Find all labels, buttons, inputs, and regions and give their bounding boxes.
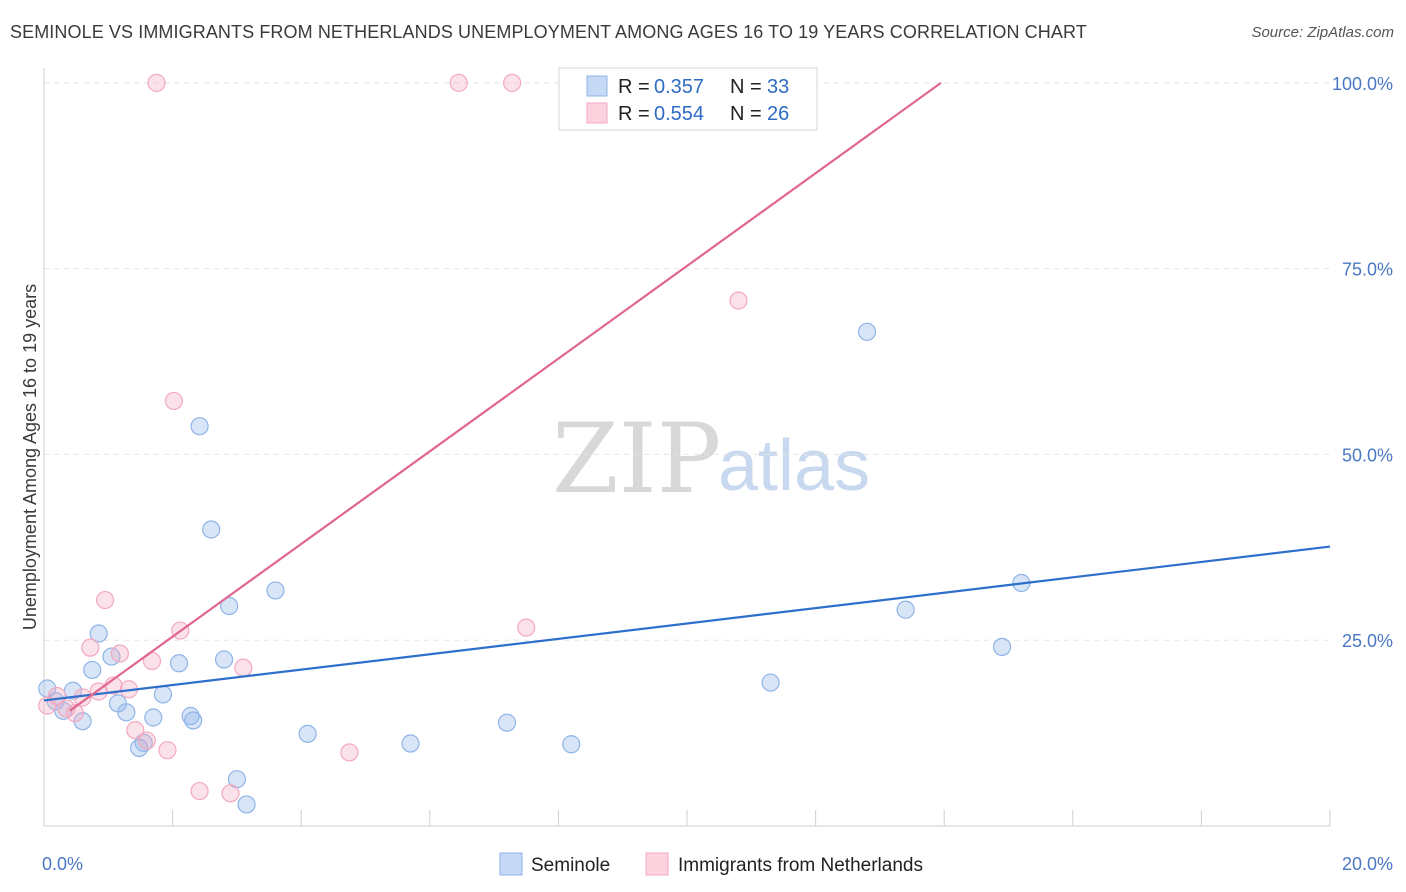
- point-netherlands: [126, 721, 145, 740]
- x-ticks: [172, 810, 1331, 826]
- point-seminole: [857, 322, 877, 341]
- chart-source: Source: ZipAtlas.com: [1251, 24, 1394, 41]
- point-seminole: [497, 713, 517, 732]
- bottom-legend-label-seminole: Seminole: [531, 855, 610, 876]
- y-tick-labels: 25.0% 50.0% 75.0% 100.0%: [1332, 74, 1393, 651]
- y-tick-label-100: 100.0%: [1332, 74, 1393, 94]
- legend-r-label-seminole: R =: [618, 76, 650, 98]
- point-netherlands: [221, 784, 240, 803]
- point-netherlands: [38, 696, 57, 715]
- grid: [44, 82, 1330, 641]
- point-seminole: [266, 581, 285, 600]
- point-seminole: [89, 624, 108, 643]
- legend-swatch-seminole: [586, 75, 608, 97]
- point-netherlands: [449, 73, 468, 92]
- watermark-zip: ZIP: [552, 403, 721, 515]
- point-netherlands: [517, 618, 536, 637]
- point-seminole: [63, 681, 83, 700]
- point-seminole: [761, 673, 780, 692]
- legend-swatch-netherlands: [586, 102, 608, 124]
- legend-r-value-netherlands: 0.554: [654, 103, 704, 125]
- chart-title: SEMINOLE VS IMMIGRANTS FROM NETHERLANDS …: [10, 22, 1087, 42]
- point-seminole: [214, 650, 234, 669]
- x-tick-label-max: 20.0%: [1342, 854, 1393, 874]
- legend-box: R = 0.357 N = 33 R = 0.554 N = 26: [558, 67, 818, 131]
- point-netherlands: [81, 638, 100, 657]
- bottom-legend-label-netherlands: Immigrants from Netherlands: [678, 855, 923, 876]
- point-seminole: [298, 724, 317, 743]
- trend-line-seminole: [43, 545, 1331, 702]
- point-netherlands: [340, 743, 359, 762]
- watermark: ZIP atlas: [552, 403, 870, 515]
- legend-n-value-netherlands: 26: [767, 103, 789, 125]
- point-seminole: [237, 795, 256, 814]
- data-points: [38, 73, 1031, 814]
- y-tick-label-25: 25.0%: [1342, 631, 1393, 651]
- point-seminole: [144, 708, 163, 727]
- point-seminole: [153, 685, 173, 704]
- point-netherlands: [57, 699, 76, 718]
- y-axis-label: Unemployment Among Ages 16 to 19 years: [20, 284, 40, 630]
- point-netherlands: [65, 703, 84, 723]
- point-seminole: [117, 703, 136, 722]
- point-seminole: [220, 596, 239, 616]
- trend-line-netherlands: [69, 81, 942, 712]
- point-seminole: [134, 733, 153, 752]
- point-netherlands: [95, 590, 115, 610]
- point-netherlands: [234, 658, 253, 677]
- legend-r-value-seminole: 0.357: [654, 76, 704, 98]
- point-netherlands: [158, 741, 177, 760]
- trend-lines: [43, 81, 1331, 712]
- point-seminole: [184, 711, 203, 730]
- point-seminole: [401, 734, 420, 753]
- bottom-legend: Seminole Immigrants from Netherlands: [499, 852, 923, 876]
- point-seminole: [202, 520, 221, 539]
- point-seminole: [992, 637, 1012, 657]
- legend-n-label-netherlands: N =: [730, 103, 762, 125]
- legend-n-label-seminole: N =: [730, 76, 762, 98]
- point-seminole: [169, 654, 189, 673]
- legend-n-value-seminole: 33: [767, 76, 789, 98]
- bottom-legend-swatch-seminole: [499, 852, 523, 876]
- point-seminole: [562, 735, 581, 754]
- y-tick-label-75: 75.0%: [1342, 260, 1393, 280]
- x-tick-label-min: 0.0%: [42, 854, 83, 874]
- point-netherlands: [190, 781, 209, 801]
- point-netherlands: [164, 391, 183, 411]
- watermark-atlas: atlas: [718, 426, 870, 506]
- point-netherlands: [137, 731, 156, 750]
- point-netherlands: [729, 291, 748, 310]
- point-netherlands: [503, 73, 522, 92]
- legend-r-label-netherlands: R =: [618, 103, 650, 125]
- point-netherlands: [147, 73, 166, 92]
- point-netherlands: [110, 644, 129, 663]
- bottom-legend-swatch-netherlands: [645, 852, 669, 876]
- point-seminole: [190, 417, 209, 436]
- point-seminole: [83, 660, 102, 680]
- point-seminole: [896, 600, 915, 619]
- y-tick-label-50: 50.0%: [1342, 445, 1393, 465]
